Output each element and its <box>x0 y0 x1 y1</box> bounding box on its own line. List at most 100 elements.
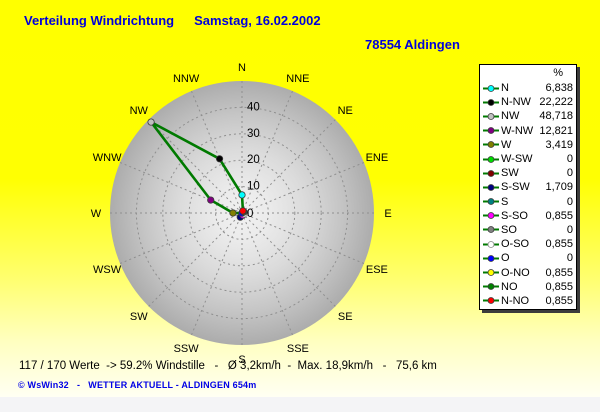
legend-marker-icon <box>483 269 499 276</box>
compass-label: ENE <box>366 152 389 164</box>
legend-row-SW: SW 0 <box>483 166 574 180</box>
compass-label: NNW <box>173 73 200 85</box>
compass-label: WNW <box>93 152 122 164</box>
radial-tick-label: 40 <box>247 101 260 113</box>
grid-spoke <box>119 212 243 264</box>
legend-marker-icon <box>483 141 499 149</box>
compass-label: S <box>238 354 245 366</box>
compass-label: NW <box>130 105 149 117</box>
radial-tick-label: 10 <box>247 181 260 193</box>
page-title: Verteilung Windrichtung <box>24 13 175 28</box>
legend-value: 0 <box>566 223 573 236</box>
grid-spoke <box>241 162 365 214</box>
grid-ring <box>162 133 322 293</box>
legend-label: SO <box>501 223 517 236</box>
chart-title-row: Verteilung Windrichtung Samstag, 16.02.2… <box>24 13 321 28</box>
legend-value: 0,855 <box>545 266 573 279</box>
stats-line: 117 / 170 Werte -> 59.2% Windstille - Ø … <box>19 360 437 372</box>
grid-spoke <box>241 212 293 336</box>
grid-ring <box>215 186 269 240</box>
chart-background: Verteilung Windrichtung Samstag, 16.02.2… <box>0 0 600 397</box>
legend-marker-icon <box>483 184 499 191</box>
copyright-line: © WsWin32 - WETTER AKTUELL - ALDINGEN 65… <box>18 380 257 390</box>
station-label: 78554 Aldingen <box>365 37 460 52</box>
date-label: Samstag, 16.02.2002 <box>194 13 321 28</box>
legend-marker-icon <box>483 254 499 262</box>
compass-label: NNE <box>286 73 309 85</box>
legend-label: N-NO <box>501 294 530 307</box>
legend-marker-icon <box>483 198 499 205</box>
legend-label: N-NW <box>501 96 531 109</box>
legend-value: 0,855 <box>545 238 573 251</box>
legend-label: NO <box>501 280 518 293</box>
compass-label: NE <box>338 105 353 117</box>
legend-row-O-NO: O-NO 0,855 <box>483 265 574 279</box>
legend-value: 48,718 <box>539 110 573 123</box>
legend-marker-icon <box>483 127 499 135</box>
legend-unit-header: % <box>553 67 563 79</box>
legend-row-S-SO: S-SO 0,855 <box>483 209 574 223</box>
legend-value: 22,222 <box>539 96 573 109</box>
compass-label: SSE <box>287 343 309 355</box>
legend-label: S-SW <box>501 181 530 194</box>
compass-label: SSW <box>174 343 200 355</box>
legend-value: 0,855 <box>545 294 573 307</box>
legend-row-N-NO: N-NO 0,855 <box>483 294 574 308</box>
legend-value: 1,709 <box>545 181 573 194</box>
legend-row-NW: NW 48,718 <box>483 109 574 123</box>
grid-spoke <box>148 212 243 307</box>
legend-value: 0 <box>566 167 573 180</box>
legend-row-W-NW: W-NW 12,821 <box>483 124 574 138</box>
point-marker-W-NW <box>207 196 215 204</box>
legend-value: 0,855 <box>545 280 573 293</box>
grid-ring <box>135 106 349 320</box>
grid-spoke <box>191 212 243 336</box>
compass-label: W <box>91 208 102 220</box>
legend-row-W: W 3,419 <box>483 138 574 152</box>
point-marker-NW <box>147 118 155 126</box>
legend-label: SW <box>501 167 519 180</box>
legend-label: O <box>501 252 510 265</box>
grid-spoke <box>241 119 336 214</box>
legend-label: S <box>501 195 509 208</box>
legend-marker-icon <box>483 226 499 234</box>
legend-marker-icon <box>483 283 499 291</box>
grid-spoke <box>241 90 293 214</box>
legend-row-W-SW: W-SW 0 <box>483 152 574 166</box>
legend-value: 6,838 <box>545 82 573 95</box>
legend-value: 12,821 <box>539 124 573 137</box>
legend-label: W <box>501 138 512 151</box>
grid-spoke <box>119 162 243 214</box>
legend-label: N <box>501 82 509 95</box>
legend-marker-icon <box>483 113 499 120</box>
radial-tick-label: 20 <box>247 154 260 166</box>
radial-tick-label: 30 <box>247 128 260 140</box>
legend-rows: N 6,838 N-NW 22,222 NW 48,718 W-NW 12,821 W 3,419… <box>483 81 574 308</box>
legend-row-SO: SO 0 <box>483 223 574 237</box>
compass-label: N <box>238 62 246 74</box>
legend-marker-icon <box>483 98 499 106</box>
legend-row-S-SW: S-SW 1,709 <box>483 180 574 194</box>
compass-label: ESE <box>366 264 388 276</box>
legend-value: 0,855 <box>545 209 573 222</box>
point-marker-N <box>238 191 246 199</box>
grid-spoke <box>241 212 365 264</box>
legend-marker-icon <box>483 155 499 163</box>
legend-value: 3,419 <box>545 138 573 151</box>
legend-value: 0 <box>566 153 573 166</box>
legend-marker-icon <box>483 84 499 92</box>
compass-label: SW <box>130 311 148 323</box>
legend-row-N-NW: N-NW 22,222 <box>483 95 574 109</box>
legend-marker-icon <box>483 240 499 248</box>
legend-label: W-SW <box>501 153 533 166</box>
grid-ring <box>188 159 296 267</box>
legend-value: 0 <box>566 252 573 265</box>
legend-row-N: N 6,838 <box>483 81 574 95</box>
legend-panel: % N 6,838 N-NW 22,222 NW 48,718 W-NW 12,821 W 3,4… <box>479 64 577 310</box>
compass-label: E <box>384 208 391 220</box>
legend-label: O-SO <box>501 238 530 251</box>
legend-label: W-NW <box>501 124 534 137</box>
legend-label: S-SO <box>501 209 528 222</box>
